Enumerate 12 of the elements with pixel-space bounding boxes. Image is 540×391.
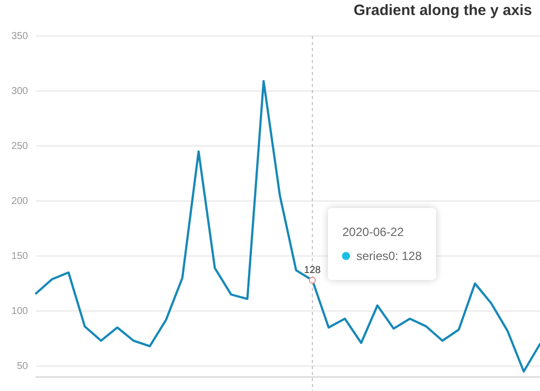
y-tick-label: 200 <box>11 196 28 207</box>
y-tick-label: 50 <box>16 360 28 372</box>
annotation: series0: 128 <box>356 249 422 264</box>
y-tick-label: 350 <box>11 30 28 42</box>
y-tick-label: 250 <box>11 140 28 152</box>
tooltip-card: 2020-06-22 series0: 128 <box>328 208 436 280</box>
data-label: 128 <box>304 264 322 276</box>
chart-title: Gradient along the y axis <box>354 2 532 19</box>
annotation: 2020-06-22 <box>342 224 405 242</box>
y-tick-label: 300 <box>11 86 28 97</box>
y-tick-label: 100 <box>11 306 28 317</box>
y-tick-label: 150 <box>11 250 28 262</box>
